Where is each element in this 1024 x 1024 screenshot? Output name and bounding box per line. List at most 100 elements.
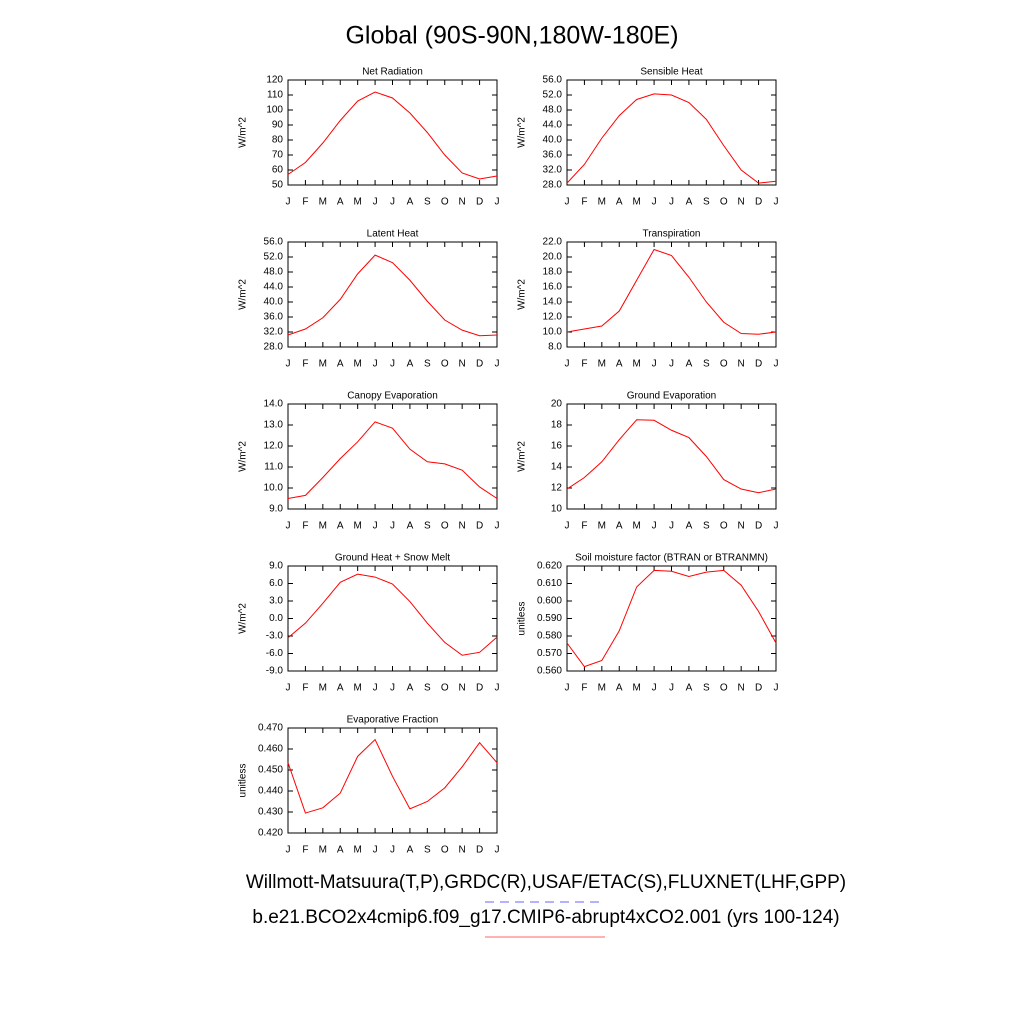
plot-frame [287,79,498,186]
panel-title: Evaporative Fraction [347,715,439,726]
x-tick-label: J [373,359,378,370]
x-tick-label: N [738,683,745,694]
data-line [287,91,498,180]
x-tick-label: M [353,845,361,856]
y-tick-label: 0.0 [269,613,283,624]
x-tick-label: M [598,197,606,208]
x-tick-label: M [353,359,361,370]
y-tick-label: 100 [266,105,283,116]
x-tick-label: S [703,359,710,370]
y-axis-label: unitless [238,764,249,798]
y-tick-label: 48.0 [264,267,284,278]
x-tick-label: N [459,683,466,694]
y-tick-label: 14 [551,462,563,473]
y-tick-label: 10 [551,504,563,515]
x-tick-label: A [407,197,414,208]
x-tick-label: J [495,845,500,856]
panel-title: Latent Heat [367,229,419,240]
y-tick-label: 22.0 [543,237,563,248]
x-tick-label: J [652,683,657,694]
plot-frame [287,403,498,510]
x-tick-label: J [652,521,657,532]
x-tick-label: A [407,683,414,694]
x-tick-label: A [337,845,344,856]
x-tick-label: J [652,359,657,370]
x-tick-label: A [686,359,693,370]
y-axis-label: W/m^2 [238,441,249,472]
x-tick-label: N [459,845,466,856]
y-tick-label: 0.450 [258,765,283,776]
y-tick-label: 18.0 [543,267,563,278]
y-tick-label: 0.420 [258,828,283,839]
x-tick-label: A [616,683,623,694]
y-tick-label: 44.0 [543,120,563,131]
y-tick-label: -9.0 [266,666,284,677]
y-tick-label: 28.0 [543,180,563,191]
x-tick-label: J [495,521,500,532]
x-tick-label: F [302,845,308,856]
y-tick-label: -3.0 [266,631,284,642]
x-tick-label: O [720,683,728,694]
x-tick-label: F [302,197,308,208]
y-axis-label: W/m^2 [517,441,528,472]
data-line [287,738,498,814]
y-tick-label: 52.0 [264,252,284,263]
y-tick-label: 32.0 [543,165,563,176]
y-tick-label: 9.0 [269,561,283,572]
y-tick-label: 11.0 [264,462,283,473]
x-tick-label: F [581,683,587,694]
x-tick-label: F [302,521,308,532]
x-tick-label: A [337,683,344,694]
legend-label: b.e21.BCO2x4cmip6.f09_g17.CMIP6-abrupt4x… [252,907,839,928]
x-tick-label: J [390,521,395,532]
x-tick-label: J [286,359,291,370]
x-tick-label: J [390,197,395,208]
x-tick-label: S [703,683,710,694]
plot-frame [566,565,777,672]
data-line [566,419,777,494]
x-tick-label: M [319,845,327,856]
x-tick-label: A [616,359,623,370]
x-tick-label: A [686,521,693,532]
x-tick-label: M [632,197,640,208]
x-tick-label: D [476,521,483,532]
x-tick-label: M [598,521,606,532]
x-tick-label: A [337,197,344,208]
x-tick-label: A [407,521,414,532]
plot-frame [566,241,777,348]
legend-label: Willmott-Matsuura(T,P),GRDC(R),USAF/ETAC… [246,872,846,893]
panel-title: Net Radiation [362,67,423,78]
x-tick-label: J [495,359,500,370]
x-tick-label: M [598,359,606,370]
x-tick-label: J [565,197,570,208]
x-tick-label: O [441,197,449,208]
y-tick-label: 0.620 [537,561,562,572]
y-tick-label: 40.0 [543,135,563,146]
y-tick-label: 50 [272,180,284,191]
x-tick-label: J [390,359,395,370]
x-tick-label: D [476,197,483,208]
y-tick-label: 52.0 [543,90,563,101]
y-tick-label: 0.560 [537,666,562,677]
x-tick-label: S [424,359,431,370]
x-tick-label: S [424,197,431,208]
x-tick-label: N [738,359,745,370]
x-tick-label: O [720,521,728,532]
x-tick-label: J [373,845,378,856]
x-tick-label: J [774,197,779,208]
x-tick-label: O [720,359,728,370]
y-axis-label: W/m^2 [238,117,249,148]
y-tick-label: 6.0 [269,578,283,589]
y-tick-label: 36.0 [264,312,284,323]
x-tick-label: S [424,521,431,532]
x-tick-label: F [581,197,587,208]
y-tick-label: 0.470 [258,723,283,734]
y-tick-label: 12.0 [543,312,563,323]
y-tick-label: 20 [551,399,563,410]
x-tick-label: M [319,521,327,532]
y-tick-label: 90 [272,120,284,131]
x-tick-label: S [424,683,431,694]
y-tick-label: 0.600 [537,596,562,607]
y-tick-label: 0.460 [258,744,283,755]
